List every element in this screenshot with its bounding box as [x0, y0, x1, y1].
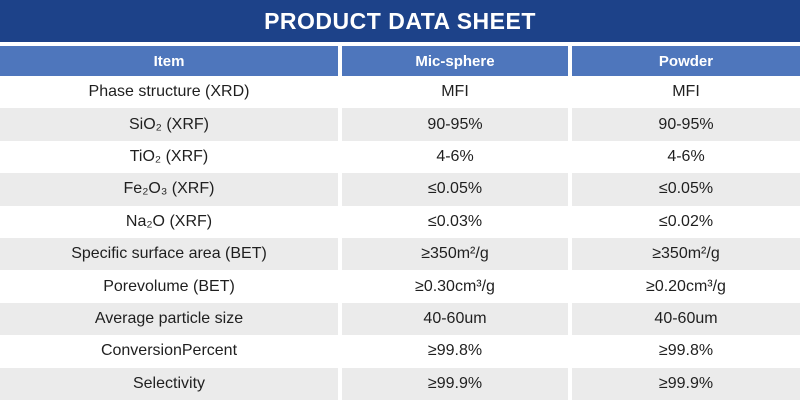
row-powder-cell: MFI [572, 76, 800, 109]
row-powder-cell: ≤0.02% [572, 205, 800, 238]
row-item-cell: Na₂O (XRF) [0, 205, 338, 238]
table-header-row: Item Mic-sphere Powder [0, 46, 800, 76]
table-row: TiO₂ (XRF) 4-6% 4-6% [0, 140, 800, 174]
row-item-cell: Average particle size [0, 302, 338, 336]
table-row: Phase structure (XRD) MFI MFI [0, 76, 800, 109]
row-item-cell: Porevolume (BET) [0, 270, 338, 303]
column-header-mic-sphere: Mic-sphere [342, 46, 568, 76]
row-powder-cell: ≤0.05% [572, 173, 800, 206]
row-mic-sphere-cell: 40-60um [342, 302, 568, 336]
title-divider [0, 42, 800, 46]
row-item-cell: TiO₂ (XRF) [0, 140, 338, 174]
table-row: Porevolume (BET) ≥0.30cm³/g ≥0.20cm³/g [0, 270, 800, 303]
row-powder-cell: ≥350m²/g [572, 237, 800, 271]
column-header-item: Item [0, 46, 338, 76]
row-mic-sphere-cell: ≥99.9% [342, 367, 568, 400]
row-mic-sphere-cell: 4-6% [342, 140, 568, 174]
row-item-cell: ConversionPercent [0, 335, 338, 368]
table-row: SiO₂ (XRF) 90-95% 90-95% [0, 108, 800, 141]
table-body: Phase structure (XRD) MFI MFI SiO₂ (XRF)… [0, 76, 800, 400]
row-mic-sphere-cell: ≤0.05% [342, 173, 568, 206]
title-bar: PRODUCT DATA SHEET [0, 0, 800, 42]
table-row: ConversionPercent ≥99.8% ≥99.8% [0, 335, 800, 368]
row-item-cell: Phase structure (XRD) [0, 76, 338, 109]
row-powder-cell: 90-95% [572, 108, 800, 141]
row-powder-cell: 4-6% [572, 140, 800, 174]
row-powder-cell: 40-60um [572, 302, 800, 336]
row-item-cell: Selectivity [0, 367, 338, 400]
table-row: Specific surface area (BET) ≥350m²/g ≥35… [0, 237, 800, 271]
row-item-cell: Specific surface area (BET) [0, 237, 338, 271]
row-powder-cell: ≥99.9% [572, 367, 800, 400]
page-title: PRODUCT DATA SHEET [264, 7, 536, 34]
row-mic-sphere-cell: ≥0.30cm³/g [342, 270, 568, 303]
row-item-cell: SiO₂ (XRF) [0, 108, 338, 141]
table-row: Na₂O (XRF) ≤0.03% ≤0.02% [0, 205, 800, 238]
row-item-cell: Fe₂O₃ (XRF) [0, 173, 338, 206]
table-row: Fe₂O₃ (XRF) ≤0.05% ≤0.05% [0, 173, 800, 206]
table-row: Selectivity ≥99.9% ≥99.9% [0, 367, 800, 400]
row-mic-sphere-cell: ≥99.8% [342, 335, 568, 368]
row-powder-cell: ≥0.20cm³/g [572, 270, 800, 303]
table-row: Average particle size 40-60um 40-60um [0, 302, 800, 336]
row-mic-sphere-cell: ≥350m²/g [342, 237, 568, 271]
row-powder-cell: ≥99.8% [572, 335, 800, 368]
row-mic-sphere-cell: ≤0.03% [342, 205, 568, 238]
row-mic-sphere-cell: 90-95% [342, 108, 568, 141]
column-header-powder: Powder [572, 46, 800, 76]
row-mic-sphere-cell: MFI [342, 76, 568, 109]
